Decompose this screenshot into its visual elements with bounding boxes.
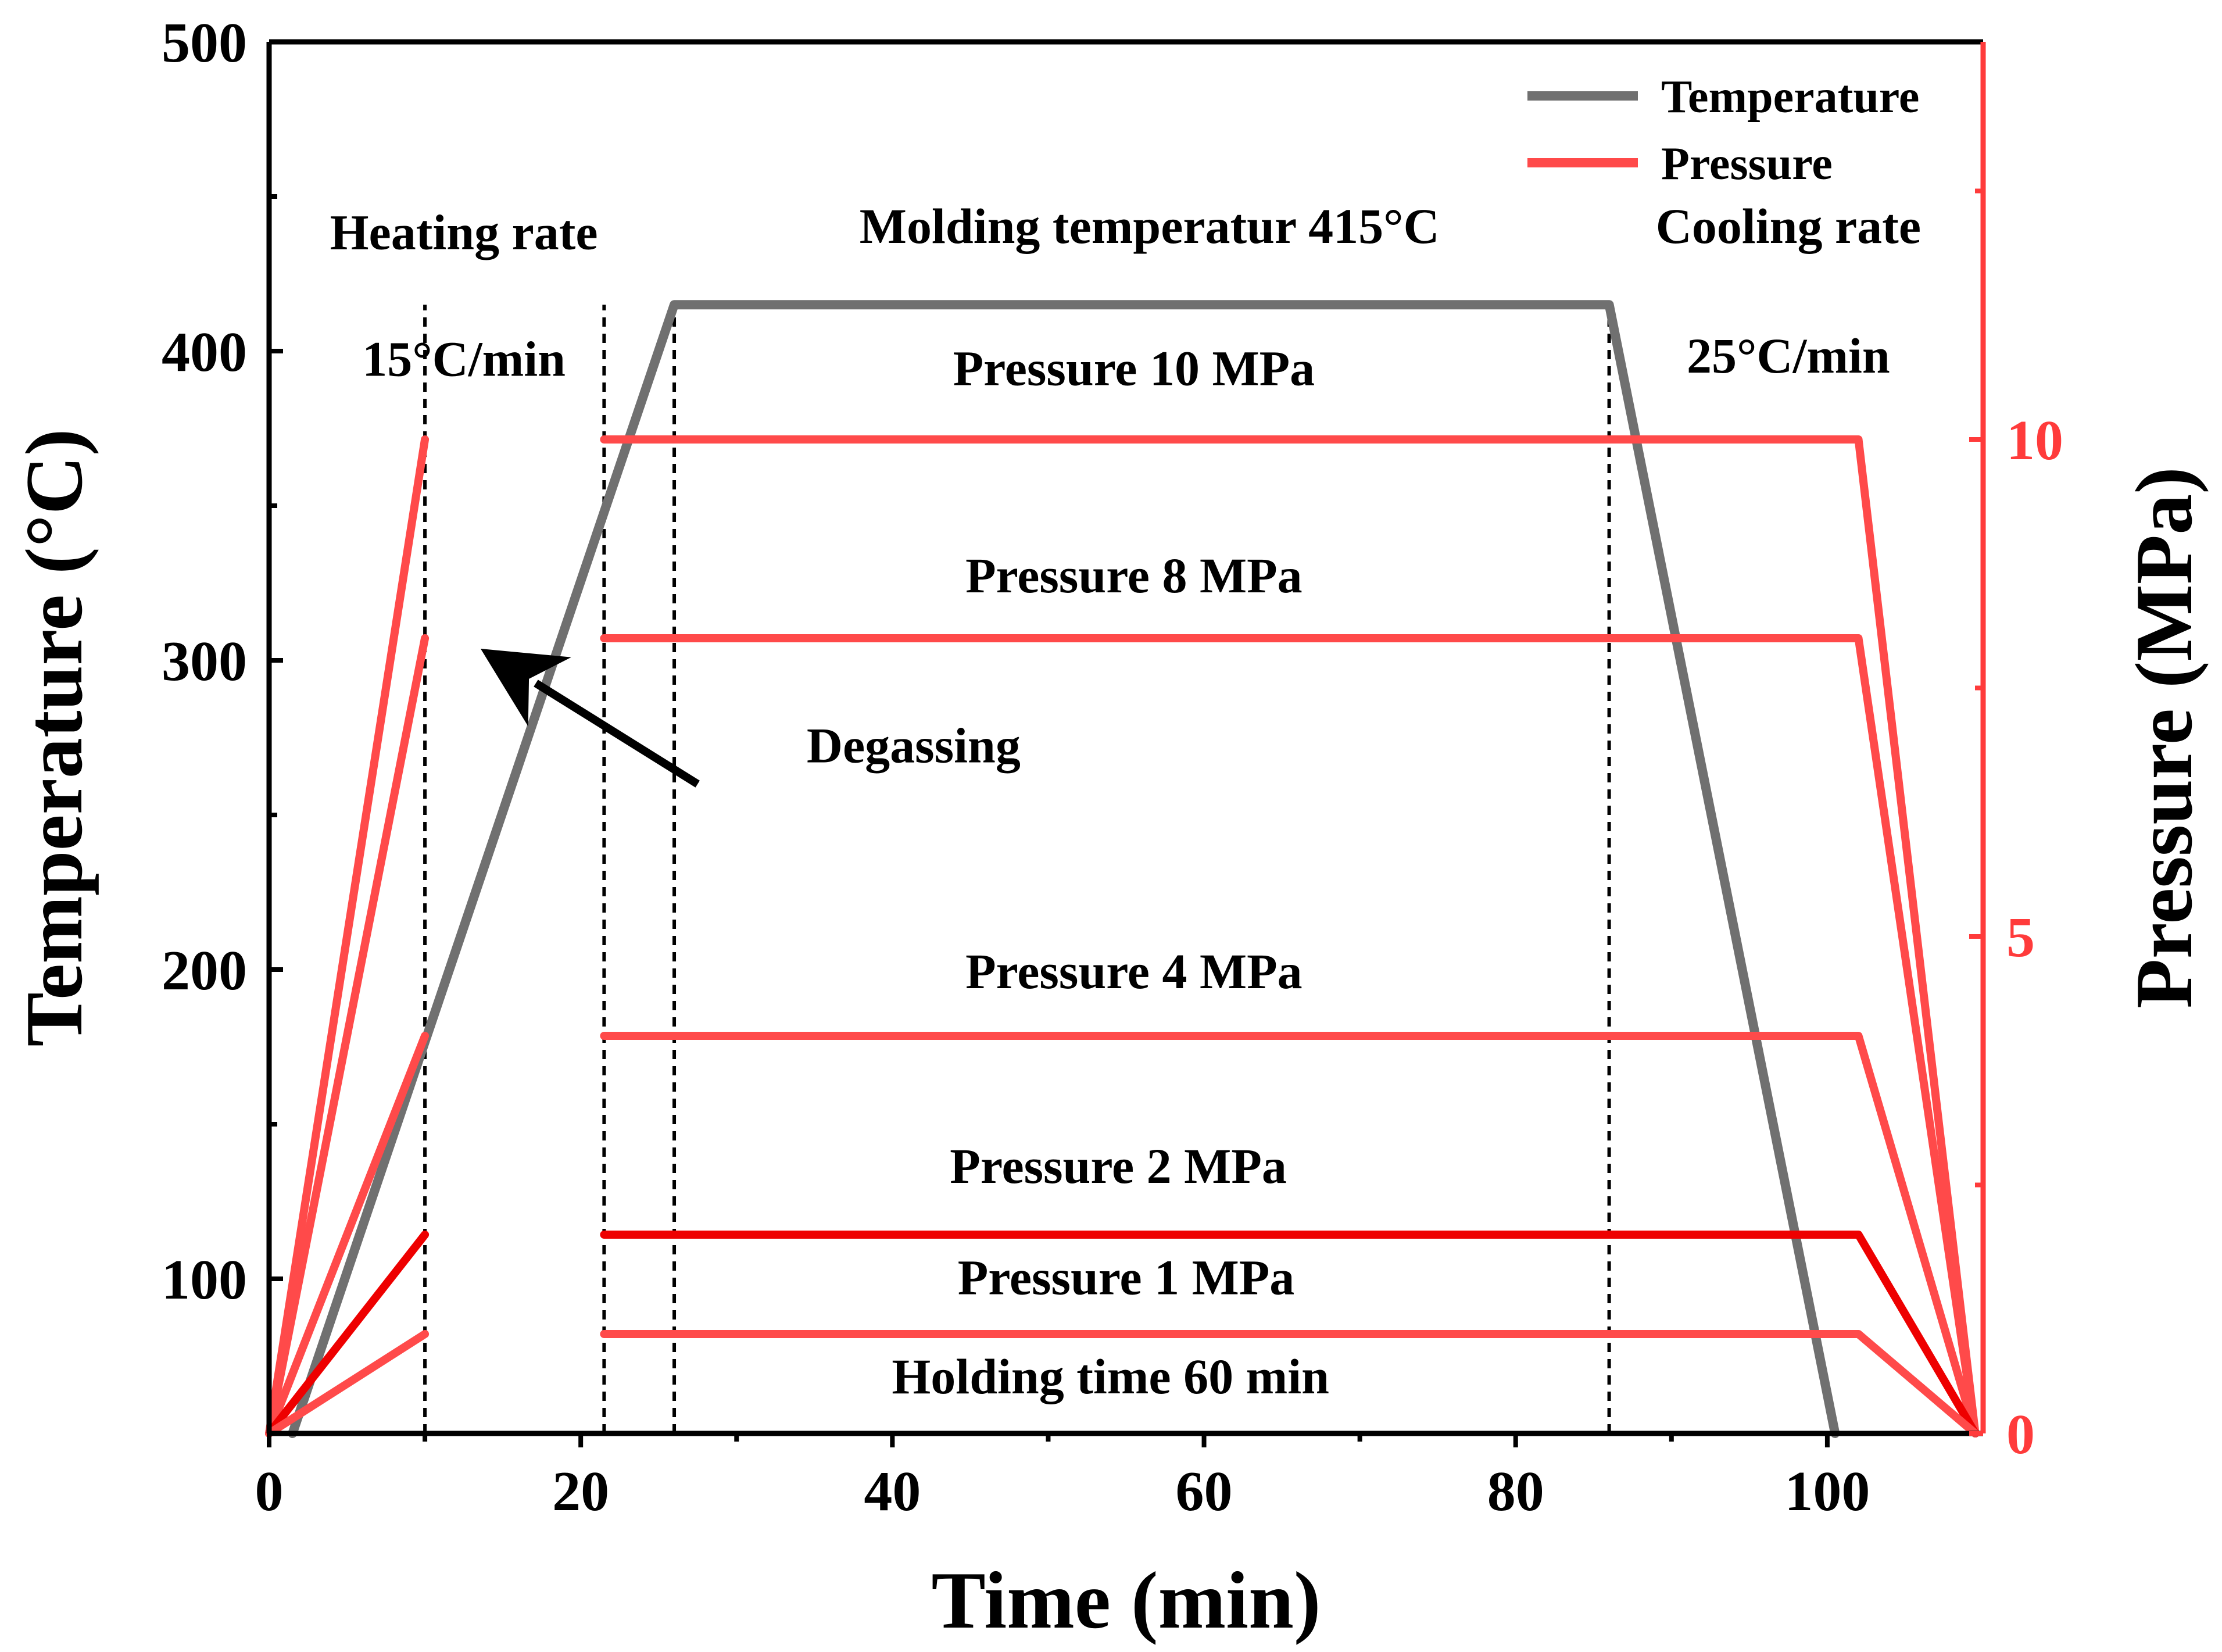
series-pressure-10-mpa-line-0: [265, 435, 430, 1438]
annotation-holding-time: Holding time 60 min: [892, 1349, 1329, 1404]
y-tick-label-400: 400: [162, 321, 247, 384]
annotation-molding-temperature: Molding temperatur 415°C: [860, 198, 1440, 254]
y-tick-label-100: 100: [162, 1249, 247, 1311]
y2-tick-label-0: 0: [2006, 1403, 2035, 1466]
x-tick-label-60: 60: [1176, 1460, 1233, 1523]
series-pressure-1-mpa-line-1: [600, 1330, 1980, 1438]
annotation-cooling-rate: Cooling rate: [1656, 198, 1921, 254]
annotation-label-4mpa: Pressure 4 MPa: [965, 943, 1303, 999]
legend: Temperature Pressure: [1527, 71, 1919, 189]
guide-lines: [423, 305, 1611, 1433]
series-temperature-line-0: [288, 300, 1840, 1438]
series-pressure-2-mpa-line-0: [265, 1231, 430, 1438]
annotation-label-10mpa: Pressure 10 MPa: [953, 341, 1315, 396]
y-tick-label-200: 200: [162, 939, 247, 1002]
y-axis-title: Temperature (°C): [9, 429, 99, 1047]
axes-group: 0 20 40 60 80 100 100 200 300 400 500 0 5 10 Time (min…: [9, 12, 2209, 1646]
annotation-heating-rate-value: 15°C/min: [362, 331, 566, 387]
x-tick-label-40: 40: [864, 1460, 921, 1523]
legend-label-temperature: Temperature: [1661, 71, 1919, 123]
series-group: [265, 300, 1980, 1438]
y2-tick-label-10: 10: [2006, 409, 2063, 472]
x-tick-label-0: 0: [255, 1460, 284, 1523]
annotation-label-1mpa: Pressure 1 MPa: [958, 1250, 1295, 1306]
y-tick-label-500: 500: [162, 12, 247, 74]
series-pressure-4-mpa-line-0: [265, 1032, 430, 1438]
degassing-arrow: [480, 649, 700, 788]
annotation-heating-rate: Heating rate: [330, 204, 598, 260]
y-tick-label-300: 300: [162, 630, 247, 693]
y2-axis-title: Pressure (MPa): [2119, 467, 2209, 1009]
series-pressure-1-mpa-line-0: [265, 1330, 430, 1438]
x-tick-label-80: 80: [1487, 1460, 1544, 1523]
y2-tick-label-5: 5: [2006, 906, 2035, 969]
annotation-cooling-rate-value: 25°C/min: [1687, 328, 1890, 384]
series-pressure-2-mpa-line-1: [600, 1231, 1980, 1438]
series-pressure-10-mpa-line-1: [600, 435, 1980, 1438]
series-pressure-8-mpa-line-0: [265, 634, 430, 1438]
series-pressure-8-mpa-line-1: [600, 634, 1980, 1438]
annotation-label-8mpa: Pressure 8 MPa: [965, 548, 1303, 603]
legend-label-pressure: Pressure: [1661, 138, 1833, 189]
x-tick-label-100: 100: [1784, 1460, 1870, 1523]
annotations-group: Heating rate 15°C/min Molding temperatur 4…: [330, 198, 1921, 1404]
x-axis-title: Time (min): [931, 1556, 1321, 1646]
series-pressure-4-mpa-line-1: [600, 1032, 1980, 1438]
annotation-degassing: Degassing: [807, 718, 1021, 774]
x-tick-label-20: 20: [552, 1460, 609, 1523]
annotation-label-2mpa: Pressure 2 MPa: [950, 1138, 1287, 1194]
